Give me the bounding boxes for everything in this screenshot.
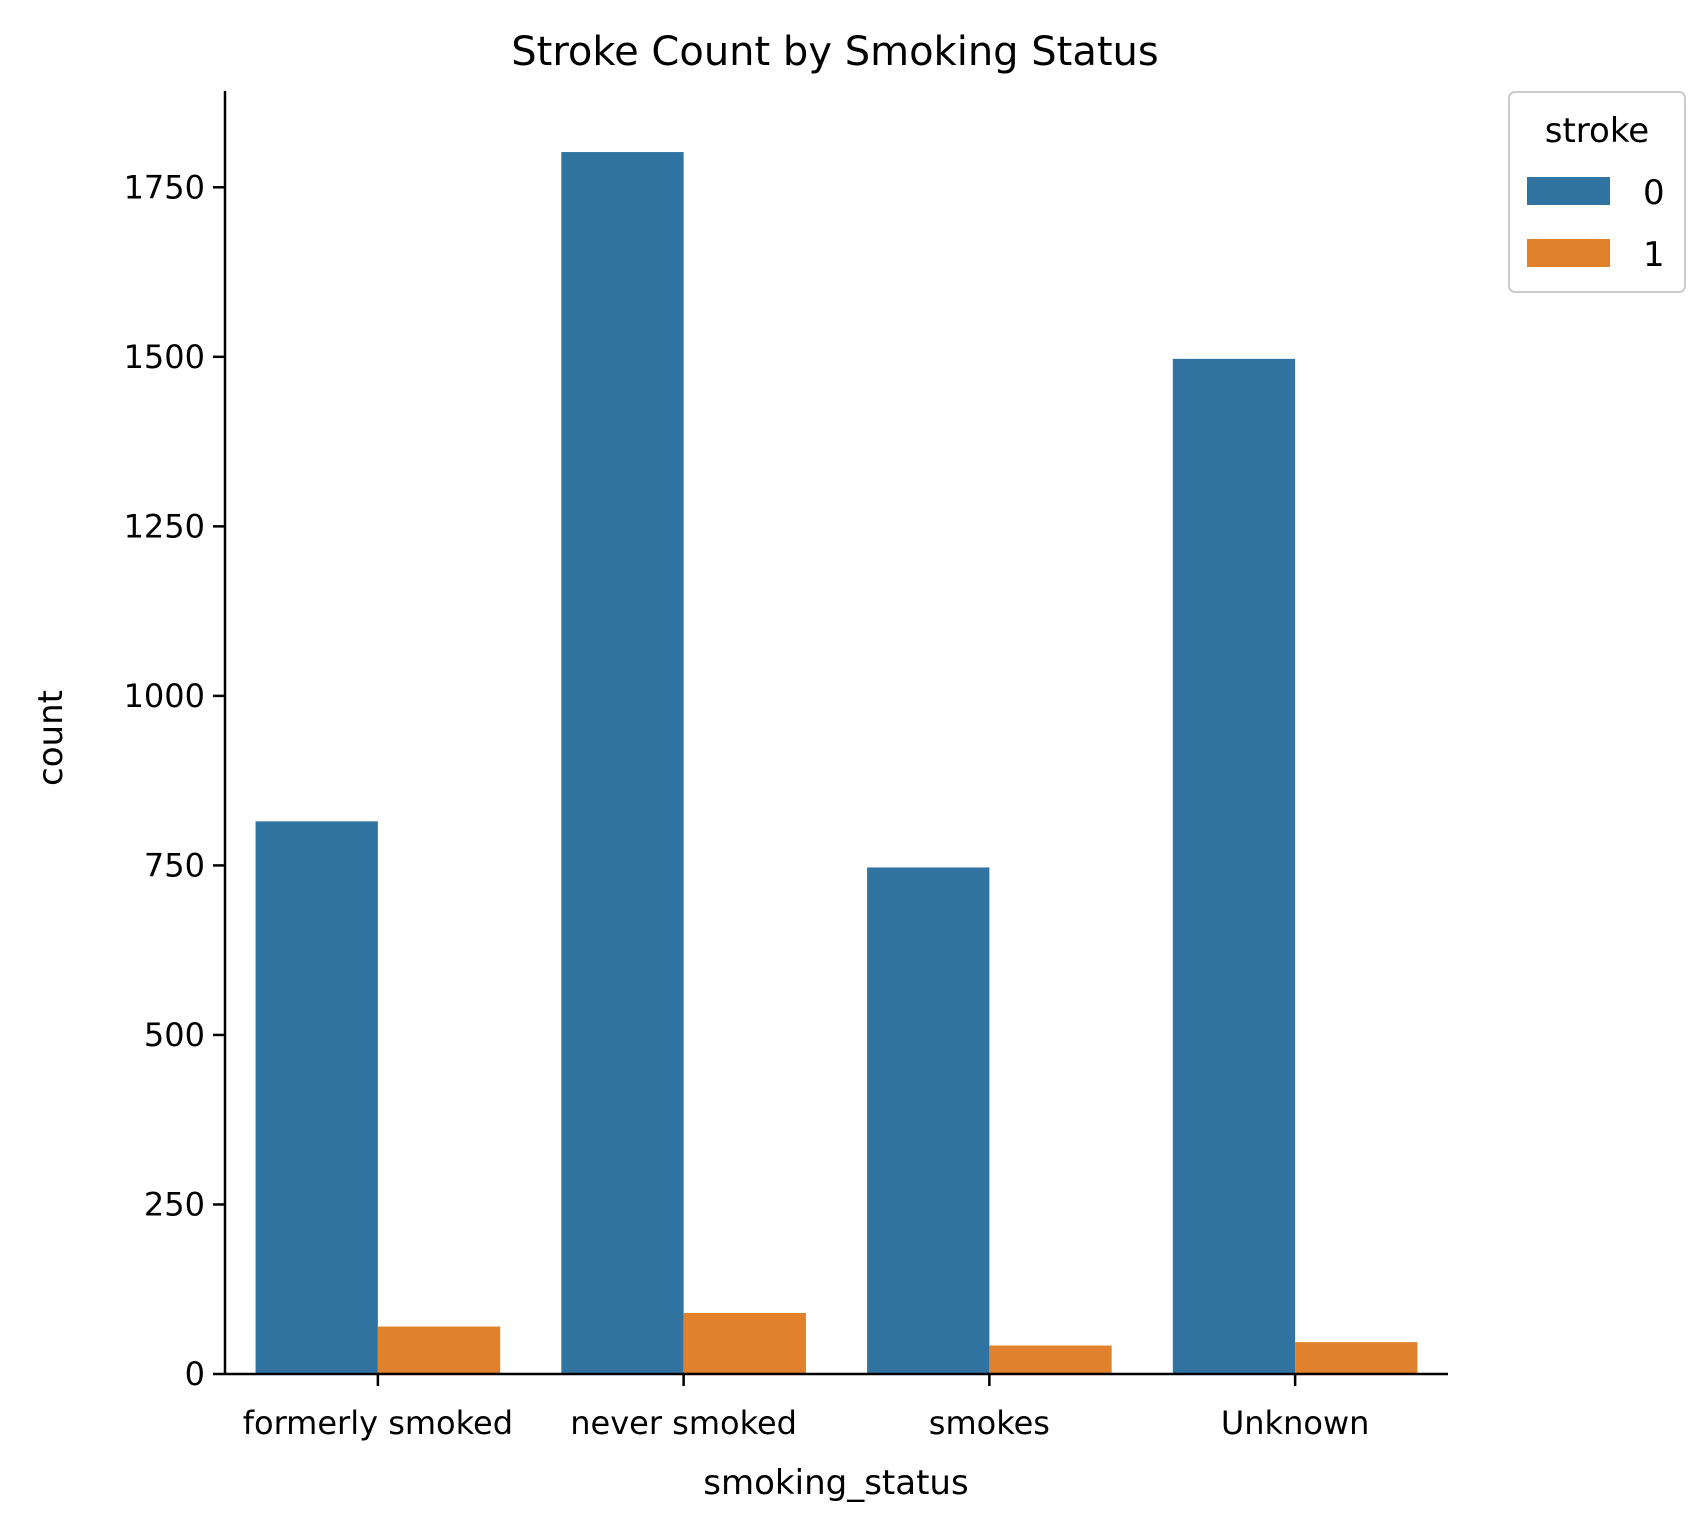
legend-label-1: 1 [1643, 235, 1665, 275]
bar-never-smoked-stroke-0 [561, 152, 684, 1375]
y-tick-label: 250 [144, 1185, 205, 1223]
x-tick-label: formerly smoked [243, 1404, 513, 1442]
y-axis-label: count [31, 690, 71, 786]
chart-title: Stroke Count by Smoking Status [511, 29, 1158, 75]
bar-formerly-smoked-stroke-1 [377, 1326, 501, 1374]
y-tick-label: 750 [144, 846, 205, 884]
x-tick-label: never smoked [570, 1404, 797, 1442]
bar-unknown-stroke-0 [1172, 358, 1296, 1374]
bars [255, 152, 1418, 1375]
x-axis-label: smoking_status [703, 1463, 968, 1503]
legend-swatch-0 [1527, 177, 1610, 205]
x-tick-label: Unknown [1221, 1404, 1370, 1442]
x-tick-label: smokes [929, 1404, 1050, 1442]
legend-title: stroke [1545, 111, 1649, 151]
y-tick-label: 1750 [124, 168, 205, 206]
bar-unknown-stroke-1 [1295, 1342, 1418, 1374]
bar-formerly-smoked-stroke-0 [255, 821, 378, 1374]
legend: stroke 0 1 [1508, 91, 1686, 293]
y-tick-label: 1500 [124, 338, 205, 376]
y-tick-label: 0 [185, 1355, 205, 1393]
x-axis-ticks: formerly smoked never smoked smokes Unknown [243, 1374, 1370, 1442]
bar-never-smoked-stroke-1 [683, 1312, 806, 1374]
y-axis-ticks: 0 250 500 750 1000 1250 1500 1750 [124, 168, 225, 1393]
bar-smokes-stroke-1 [989, 1345, 1112, 1374]
legend-label-0: 0 [1643, 173, 1665, 213]
legend-swatch-1 [1527, 239, 1610, 267]
y-tick-label: 500 [144, 1016, 205, 1054]
y-tick-label: 1000 [124, 677, 205, 715]
y-tick-label: 1250 [124, 507, 205, 545]
bar-smokes-stroke-0 [867, 867, 990, 1374]
